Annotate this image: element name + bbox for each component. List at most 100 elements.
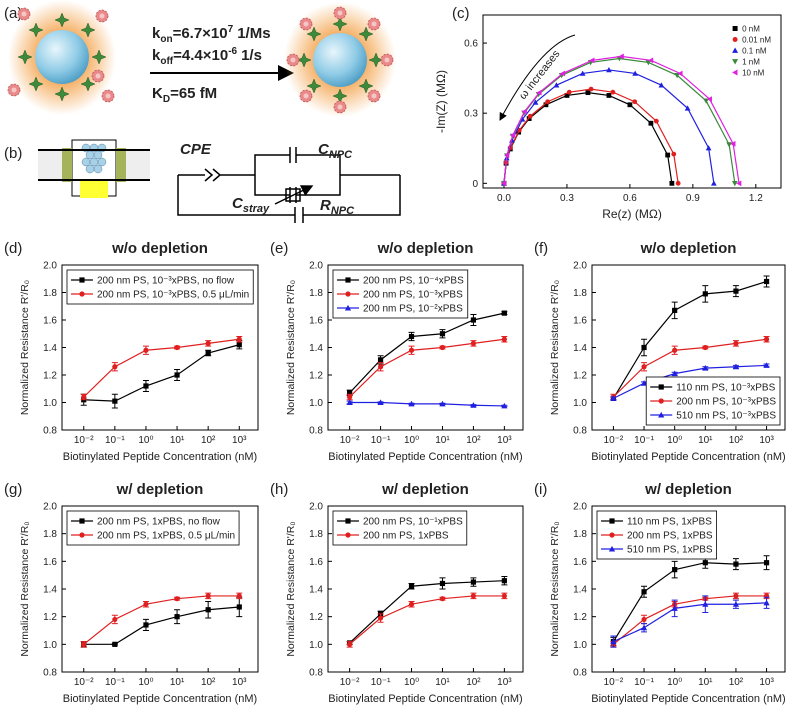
- x-tick-label: 10⁻¹: [105, 435, 125, 446]
- y-axis-label: Normalized Resistance R'/R₀: [285, 280, 297, 415]
- y-tick-label: 0.8: [309, 668, 323, 679]
- y-tick-label: 1.0: [573, 640, 587, 651]
- series-line: [612, 280, 767, 399]
- marker: [501, 593, 507, 599]
- packed-particles: [81, 143, 107, 174]
- marker: [732, 363, 740, 370]
- marker: [641, 589, 647, 595]
- marker: [470, 340, 477, 346]
- series-line: [612, 562, 767, 642]
- y-tick-label: 1.4: [573, 585, 587, 596]
- x-tick-label: 10⁻¹: [634, 435, 654, 446]
- marker: [672, 347, 678, 353]
- symbol: C: [232, 195, 244, 212]
- marker: [408, 400, 415, 407]
- x-axis-label: Biotinylated Peptide Concentration (nM): [591, 451, 785, 463]
- marker: [174, 596, 180, 602]
- symbol: K: [152, 85, 163, 102]
- legend-label: 200 nm PS, 10⁻⁴xPBS: [363, 276, 464, 287]
- y-tick-label: 0.8: [43, 426, 57, 437]
- legend-label: 200 nm PS, 1xPBS, no flow: [97, 517, 221, 528]
- marker: [345, 518, 351, 524]
- marker: [763, 599, 770, 606]
- legend-label: 110 nm PS, 1xPBS: [627, 517, 712, 528]
- marker: [527, 113, 533, 119]
- marker: [112, 641, 118, 647]
- kd-text: KD=65 fM: [152, 85, 217, 105]
- plot-frame: [482, 14, 782, 189]
- legend-label: 200 nm PS, 1xPBS: [627, 531, 713, 542]
- x-axis-label: Biotinylated Peptide Concentration (nM): [328, 451, 522, 463]
- panel-label: (d): [4, 240, 22, 257]
- cpe-label: CPE: [180, 141, 212, 158]
- y-tick-label: 2.0: [573, 261, 587, 272]
- marker: [672, 307, 678, 313]
- marker: [236, 342, 242, 348]
- marker: [566, 89, 572, 95]
- kon-text: kon=6.7×107 1/Ms: [152, 24, 271, 45]
- panel-label: (g): [4, 481, 22, 498]
- marker: [632, 99, 638, 105]
- marker: [736, 180, 742, 187]
- y-tick-label: 0.8: [43, 668, 57, 679]
- panel-label: (e): [270, 240, 288, 257]
- marker: [545, 99, 551, 105]
- marker: [674, 73, 680, 79]
- marker: [732, 59, 739, 65]
- x-tick-label: 10²: [466, 435, 481, 446]
- marker: [705, 145, 712, 151]
- marker: [658, 398, 664, 404]
- y-tick-label: 1.2: [573, 371, 587, 382]
- marker: [236, 593, 242, 599]
- x-tick-label: 10⁰: [404, 435, 419, 446]
- legend-label: 10 nM: [742, 68, 765, 77]
- y-tick-label: 1.4: [309, 585, 323, 596]
- y-tick-label: 1.0: [43, 640, 57, 651]
- symbol: k: [152, 47, 161, 64]
- marker: [347, 641, 353, 647]
- x-tick-label: 10⁰: [138, 677, 153, 688]
- circuit: [177, 147, 401, 223]
- marker: [648, 120, 654, 126]
- series-line: [83, 595, 240, 645]
- marker: [408, 347, 415, 353]
- legend-label: 200 nm PS, 10⁻²xPBS: [363, 304, 463, 315]
- marker: [675, 180, 681, 186]
- marker: [439, 400, 446, 407]
- marker: [174, 344, 180, 351]
- legend-label: 510 nm PS, 10⁻³xPBS: [676, 411, 776, 422]
- marker: [665, 152, 671, 158]
- marker: [610, 638, 617, 645]
- marker: [564, 93, 570, 98]
- marker: [733, 288, 739, 294]
- legend-label: 200 nm PS, 1xPBS: [363, 531, 449, 542]
- marker: [618, 53, 624, 60]
- marker: [408, 333, 415, 340]
- marker: [536, 89, 542, 96]
- y-tick-label: 1.6: [43, 557, 57, 568]
- series-line: [613, 602, 767, 643]
- marker: [658, 384, 664, 390]
- chart-title: w/ depletion: [381, 481, 469, 498]
- marker: [672, 567, 678, 573]
- x-tick-label: 10²: [729, 677, 744, 688]
- marker: [470, 579, 477, 585]
- marker: [706, 96, 712, 103]
- marker: [347, 390, 353, 396]
- marker: [344, 304, 352, 311]
- y-tick-label: 2.0: [43, 502, 57, 513]
- panel-label: (h): [270, 481, 288, 498]
- series-line: [503, 88, 679, 184]
- marker: [81, 394, 87, 400]
- marker: [733, 340, 739, 346]
- legend-label: 200 nm PS, 10⁻³xPBS: [363, 290, 463, 301]
- chart-title: w/o depletion: [377, 240, 474, 257]
- chart-title: w/o depletion: [640, 240, 737, 257]
- marker: [174, 614, 180, 620]
- marker: [702, 560, 708, 566]
- marker: [763, 336, 770, 342]
- y-tick-label: 0: [472, 179, 478, 190]
- marker: [732, 37, 738, 42]
- marker: [439, 344, 446, 351]
- series-line: [349, 595, 505, 645]
